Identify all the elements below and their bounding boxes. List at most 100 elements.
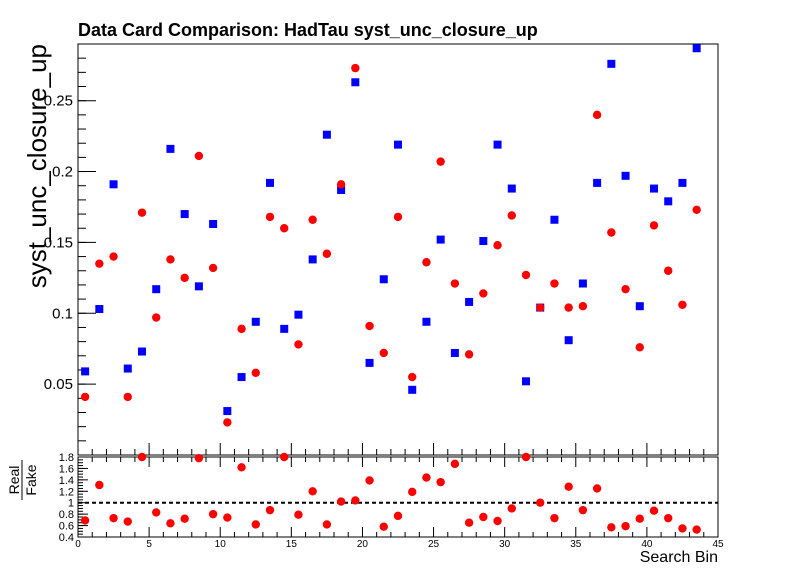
- y-tick-label: 0.15: [44, 234, 73, 251]
- top-x-axis: [77, 443, 719, 455]
- red-circle-point: [521, 270, 531, 280]
- ratio-point: [607, 523, 616, 532]
- red-circle-point: [564, 303, 573, 312]
- blue-square-point: [635, 302, 644, 311]
- blue-square-point: [351, 78, 360, 87]
- x-tick-label: 5: [146, 539, 152, 550]
- ratio-point: [137, 452, 147, 462]
- x-tick-label: 20: [357, 539, 369, 550]
- blue-square-point: [95, 305, 104, 314]
- red-circle-point: [678, 300, 687, 309]
- blue-square-point: [408, 385, 417, 394]
- blue-square-point: [180, 210, 189, 219]
- ratio-y-tick-label: 0.4: [59, 532, 74, 544]
- ratio-point: [109, 513, 118, 523]
- blue-square-point: [322, 130, 331, 139]
- blue-square-point: [266, 178, 274, 187]
- ratio-point: [536, 498, 545, 507]
- red-circle-point: [664, 266, 673, 275]
- x-tick-label: 25: [428, 539, 440, 550]
- x-tick-label: 15: [286, 539, 298, 550]
- x-tick-label: 45: [712, 539, 724, 550]
- ratio-point: [578, 505, 588, 515]
- ratio-point: [592, 484, 602, 493]
- blue-square-point: [166, 144, 175, 153]
- top-plot-frame: [77, 43, 719, 456]
- ratio-point: [464, 518, 474, 527]
- red-circle-point: [280, 224, 289, 233]
- red-circle-point: [436, 157, 445, 166]
- blue-square-point: [194, 282, 203, 291]
- blue-square-point: [251, 317, 260, 326]
- ratio-point: [95, 480, 104, 490]
- red-circle-point: [692, 205, 701, 215]
- blue-square-point: [109, 180, 118, 189]
- red-circle-point: [450, 279, 460, 288]
- y-tick-label: 0.25: [44, 93, 73, 110]
- ratio-label-numerator: Real: [6, 466, 22, 495]
- blue-square-point: [578, 279, 587, 288]
- ratio-point: [351, 496, 360, 505]
- blue-square-point: [479, 236, 488, 245]
- red-circle-point: [180, 273, 189, 283]
- red-circle-point: [351, 63, 360, 73]
- ratio-point: [208, 509, 218, 519]
- ratio-point: [180, 514, 189, 523]
- ratio-plot-points: [80, 452, 701, 534]
- y-tick-label: 0.05: [44, 376, 73, 393]
- red-circle-point: [80, 392, 90, 402]
- ratio-point: [507, 504, 516, 513]
- top-y-axis: 0.05 0.1 0.15 0.2 0.25: [44, 43, 96, 456]
- x-tick-label: 40: [641, 539, 653, 550]
- y-tick-label: 0.1: [52, 305, 73, 322]
- ratio-point: [692, 525, 701, 534]
- x-axis-label: Search Bin: [640, 549, 718, 566]
- red-circle-point: [95, 259, 104, 268]
- blue-square-point: [138, 347, 146, 356]
- ratio-point: [152, 508, 161, 517]
- red-circle-point: [237, 324, 246, 334]
- x-tick-label: 0: [75, 539, 81, 550]
- ratio-point: [336, 497, 346, 506]
- blue-square-point: [678, 178, 687, 187]
- blue-square-point: [607, 59, 616, 68]
- red-circle-point: [322, 249, 332, 258]
- red-circle-point: [422, 258, 431, 267]
- blue-square-point: [280, 324, 289, 333]
- red-circle-point: [109, 252, 118, 261]
- ratio-point: [521, 452, 531, 462]
- x-tick-label: 35: [570, 539, 582, 550]
- ratio-y-tick-label: 1.8: [59, 452, 74, 464]
- ratio-point: [550, 513, 559, 523]
- ratio-point: [223, 513, 232, 522]
- ratio-point: [564, 482, 573, 491]
- ratio-point: [664, 513, 673, 523]
- red-circle-point: [550, 279, 559, 288]
- ratio-point: [265, 505, 275, 515]
- blue-square-point: [664, 197, 673, 206]
- blue-square-point: [379, 275, 388, 284]
- red-circle-point: [408, 372, 417, 382]
- red-circle-point: [223, 418, 232, 427]
- ratio-point: [479, 512, 488, 522]
- ratio-point: [436, 477, 445, 487]
- red-circle-point: [578, 301, 588, 311]
- red-circle-point: [123, 392, 132, 402]
- x-tick-label: 30: [499, 539, 511, 550]
- ratio-y-axis-label: Real Fake: [6, 460, 39, 500]
- blue-square-point: [237, 373, 246, 382]
- ratio-point: [251, 520, 260, 529]
- ratio-point: [450, 459, 460, 469]
- ratio-y-tick-label: 1.4: [59, 475, 74, 487]
- red-circle-point: [635, 343, 644, 352]
- blue-square-point: [337, 185, 346, 194]
- ratio-y-tick-label: 1: [68, 498, 74, 510]
- ratio-point: [408, 487, 417, 497]
- ratio-point: [422, 473, 431, 482]
- blue-square-point: [123, 364, 132, 373]
- blue-square-point: [465, 297, 474, 306]
- blue-square-point: [507, 184, 516, 193]
- red-circle-point: [479, 289, 488, 298]
